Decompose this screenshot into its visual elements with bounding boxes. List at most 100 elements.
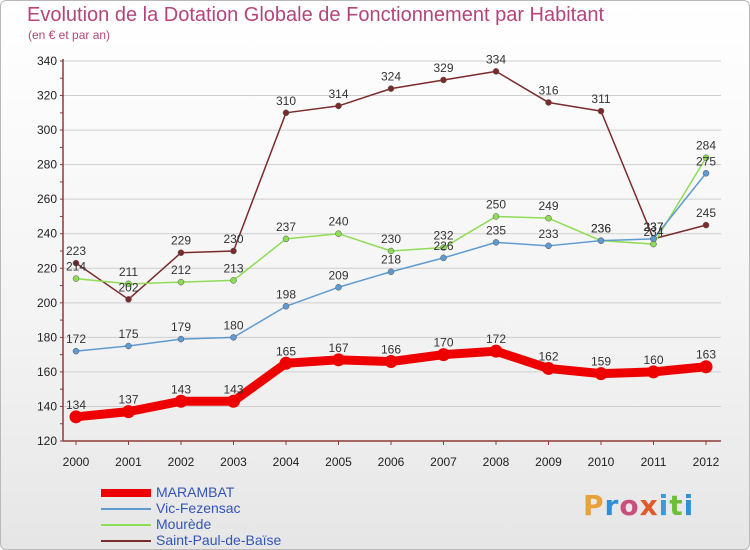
data-label: 209 [328,268,348,282]
y-tick-label: 140 [37,399,57,413]
data-point [440,244,447,251]
data-point [335,230,342,237]
brand-letter: r [604,489,620,522]
data-point [702,221,710,229]
data-point [125,296,132,303]
data-point [492,239,500,246]
legend-swatch [101,524,151,526]
y-tick-label: 240 [37,227,57,241]
brand-letter: t [669,489,684,522]
legend-item: Mourède [101,516,331,533]
legend-label: MARAMBAT [156,484,235,500]
data-label: 250 [486,197,506,211]
brand-logo: Proxiti [583,489,694,522]
data-point [437,348,450,362]
data-label: 230 [381,232,401,246]
data-label: 212 [171,263,191,277]
data-point [72,259,80,267]
x-tick-label: 2007 [430,455,457,469]
data-point [230,277,237,284]
y-tick-label: 340 [37,54,57,68]
y-tick-label: 260 [37,192,57,206]
data-point [282,109,290,117]
data-point [647,365,660,379]
data-label: 211 [119,265,138,279]
legend-swatch [101,540,151,542]
legend-item: MARAMBAT [101,484,331,501]
data-label: 310 [276,94,296,108]
data-point [125,342,132,350]
data-label: 329 [433,61,453,75]
brand-letter: i [683,489,695,522]
y-tick-label: 180 [37,330,57,344]
x-tick-label: 2008 [483,455,510,469]
data-label: 230 [223,232,243,246]
data-point [279,356,293,370]
data-label: 179 [171,320,191,334]
brand-letter: i [658,489,670,522]
y-tick-label: 280 [37,158,57,172]
y-tick-label: 160 [37,365,57,379]
data-point [282,235,290,243]
data-point [440,254,447,262]
data-label: 237 [643,220,663,234]
brand-letter: o [619,489,640,522]
data-label: 202 [118,280,138,294]
data-label: 237 [643,220,663,234]
x-tick-label: 2012 [693,455,720,469]
data-label: 162 [538,349,558,363]
data-label: 143 [171,382,191,396]
y-tick-label: 120 [37,434,57,448]
data-point [335,284,342,291]
data-label: 232 [433,229,453,243]
data-label: 236 [591,222,611,236]
legend-swatch [101,489,151,497]
data-point [489,344,503,358]
x-tick-label: 2010 [588,455,615,469]
data-label: 233 [538,227,558,241]
data-point [597,107,605,115]
data-label: 214 [66,260,86,274]
data-point [177,278,185,286]
data-point [650,235,657,243]
data-label: 237 [276,220,296,234]
y-tick-label: 220 [37,261,57,275]
data-label: 249 [538,199,558,213]
x-tick-label: 2009 [535,455,562,469]
data-label: 166 [381,343,401,357]
data-point [387,85,395,92]
chart-title: Evolution de la Dotation Globale de Fonc… [27,4,605,26]
legend-label: Vic-Fezensac [156,500,241,516]
x-tick-label: 2005 [325,455,352,469]
data-label: 160 [643,353,663,367]
data-label: 284 [696,139,716,153]
data-point [332,353,345,367]
data-label: 159 [591,355,611,369]
data-label: 198 [276,287,296,301]
data-label: 226 [433,239,453,253]
data-label: 172 [66,332,86,346]
data-point [174,394,188,408]
data-label: 175 [118,327,138,341]
data-point [69,410,83,424]
data-point [440,76,447,84]
data-label: 213 [223,261,243,275]
data-label: 165 [276,344,296,358]
data-point [545,242,552,250]
data-label: 234 [643,225,663,239]
y-tick-label: 320 [37,89,57,103]
data-point [335,102,342,110]
x-tick-label: 2002 [168,455,195,469]
data-label: 170 [433,336,453,350]
data-point [702,170,710,177]
data-label: 137 [118,393,138,407]
brand-letter: x [639,489,659,522]
legend: MARAMBAT Vic-Fezensac Mourède Saint-Paul-de… [101,484,331,549]
x-tick-label: 2000 [63,455,90,469]
data-label: 167 [328,341,348,355]
data-point [492,68,500,75]
data-point [492,213,500,220]
data-point [122,405,135,419]
data-point [387,268,395,275]
